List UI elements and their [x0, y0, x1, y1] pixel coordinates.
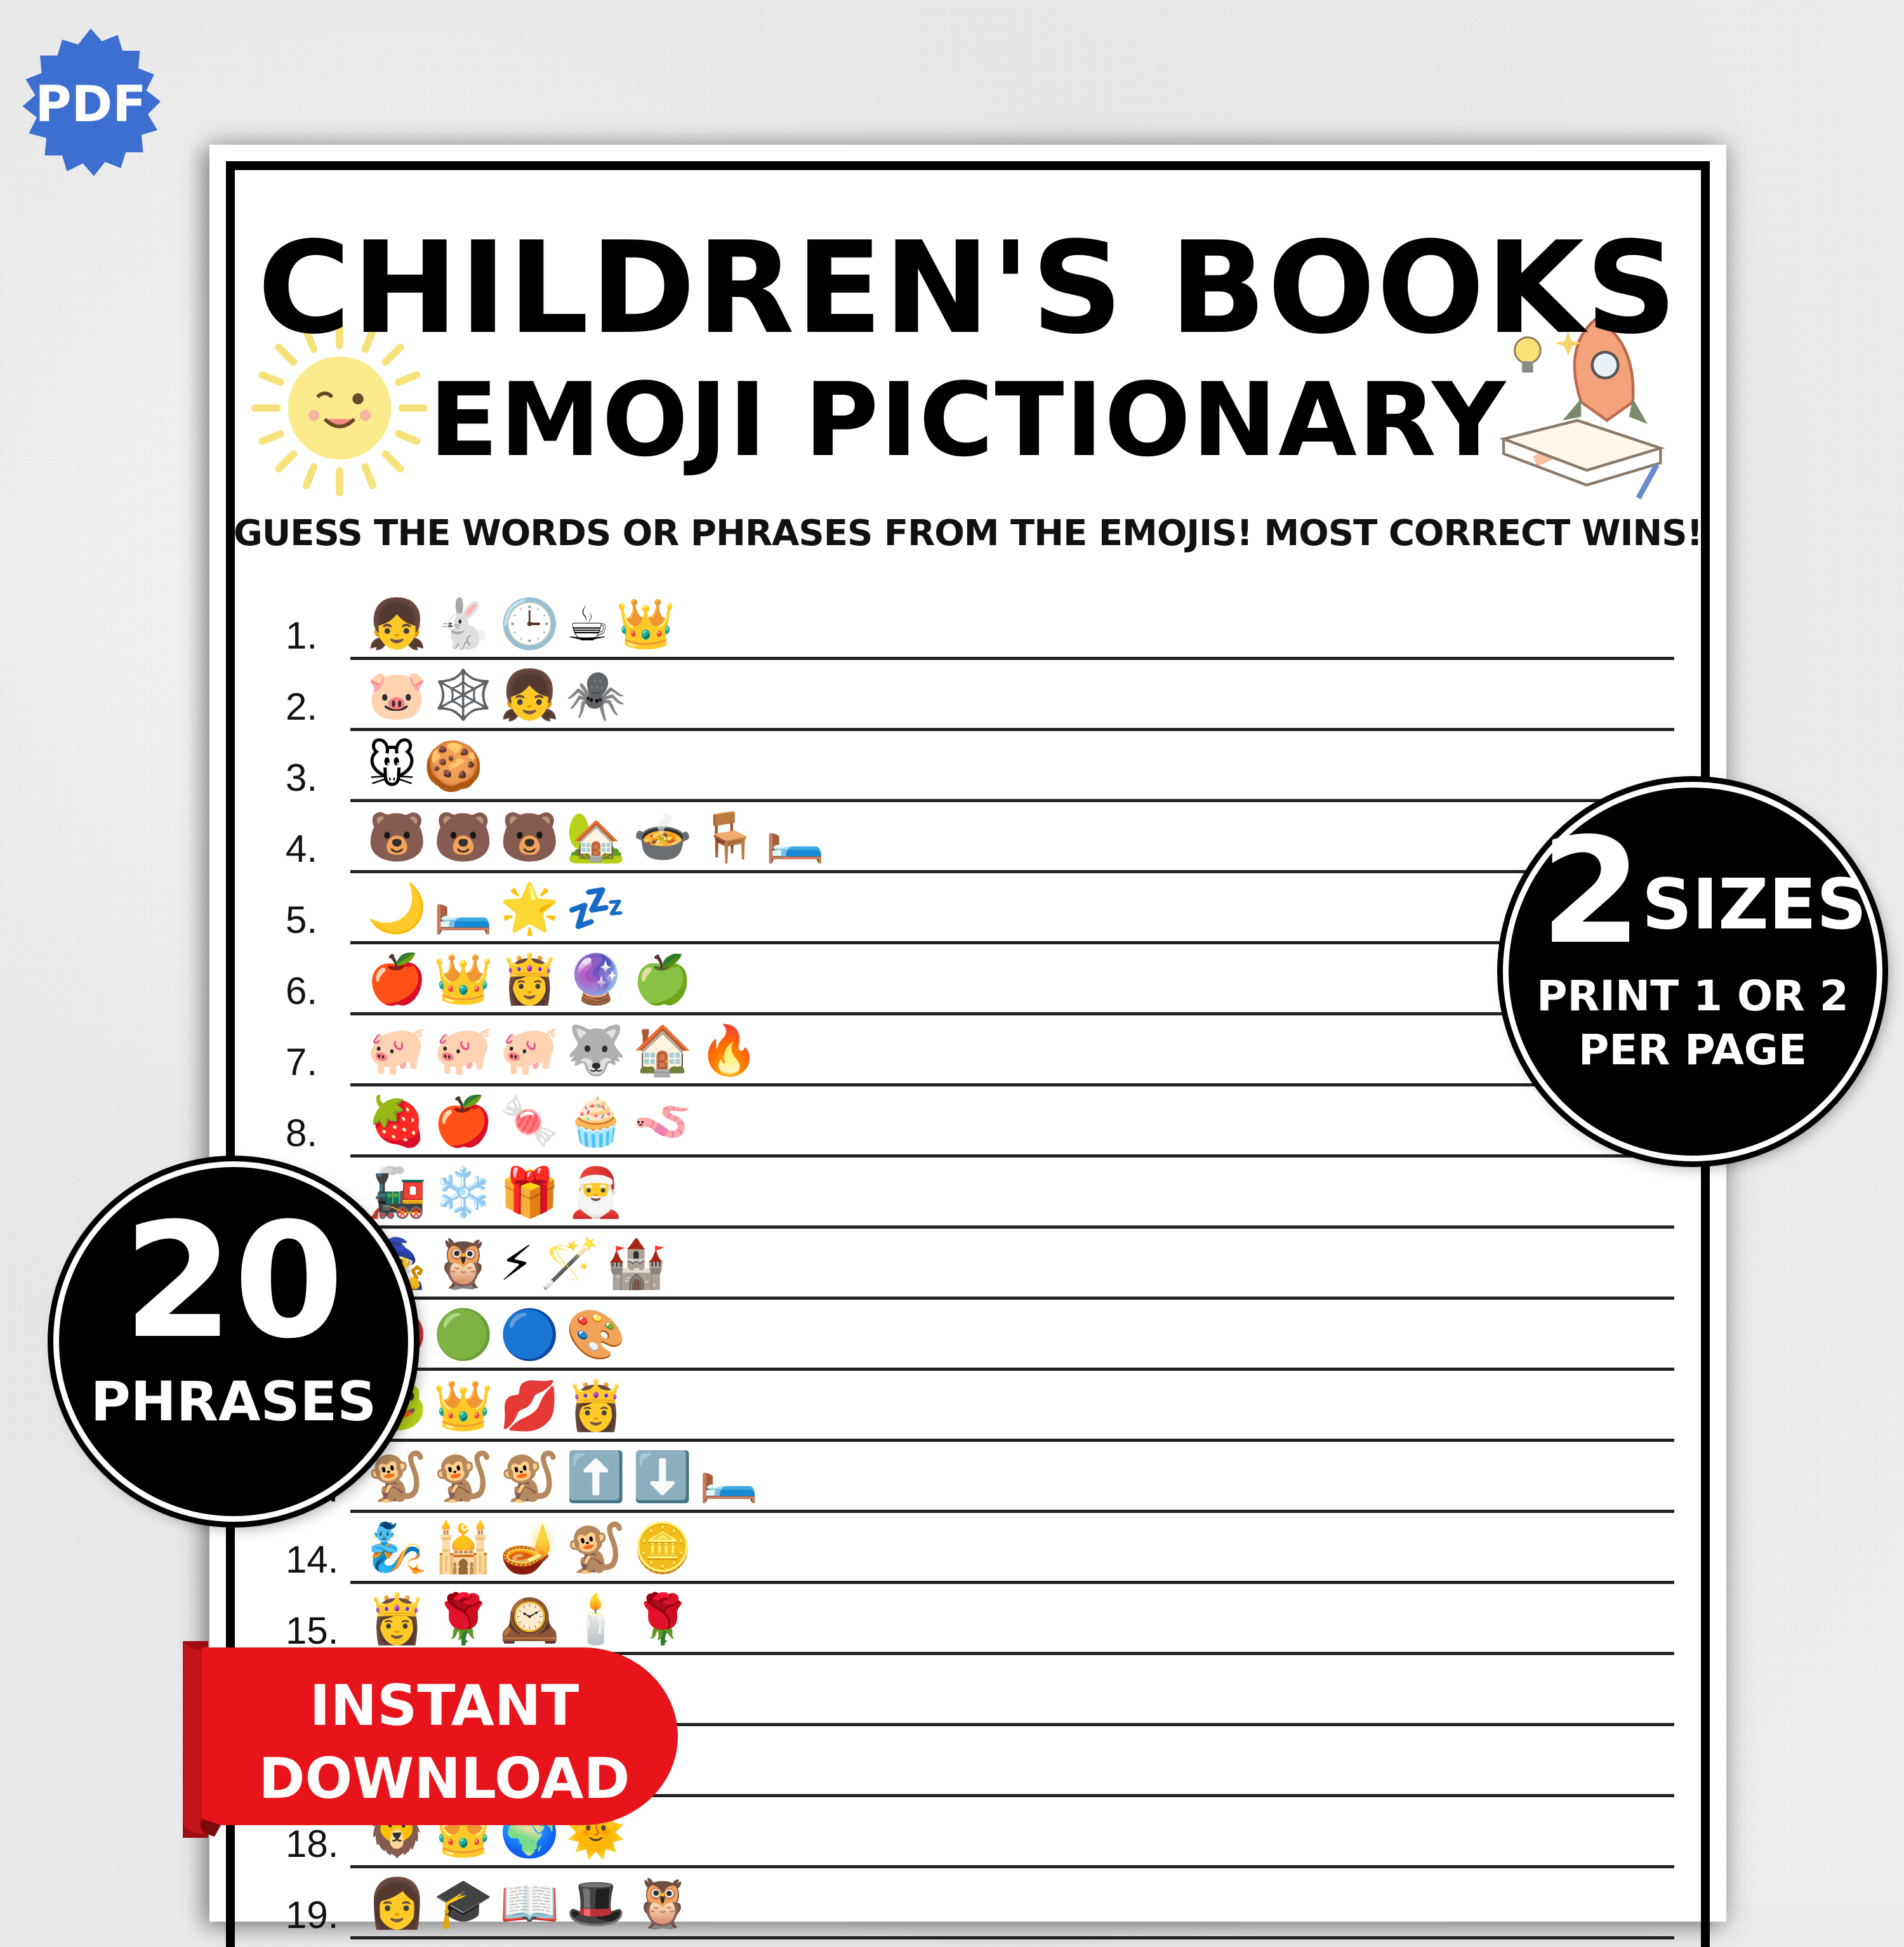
- emoji-clue: 🐖🐖🐖🐺🏠🔥: [367, 1022, 765, 1078]
- emoji-clue: 🐭🍪: [367, 737, 490, 794]
- answer-line[interactable]: [350, 799, 1674, 802]
- phrases-badge: 20 PHRASES: [53, 1161, 414, 1522]
- emoji-clue: 🐸👑💋👸: [367, 1377, 633, 1434]
- ribbon-text: INSTANT DOWNLOAD: [254, 1669, 635, 1815]
- emoji-clue: 👸🌹🕰️🕯️🌹: [367, 1590, 699, 1647]
- answer-line[interactable]: [350, 1297, 1674, 1300]
- answer-line[interactable]: [350, 941, 1674, 944]
- answer-row: 14. 🧞🕌🪔🐒🪙: [209, 1513, 1726, 1584]
- answer-row: 4. 🐻🐻🐻🏡🍲🪑🛏️: [209, 802, 1726, 873]
- emoji-clue: 🐒🐒🐒⬆️⬇️🛏️: [367, 1448, 765, 1505]
- answer-line[interactable]: [350, 1652, 1674, 1655]
- row-number: 3.: [286, 756, 318, 799]
- answer-row: 🐸👑💋👸: [209, 1371, 1726, 1442]
- emoji-clue: 🧞🕌🪔🐒🪙: [367, 1519, 699, 1576]
- row-number: 6.: [286, 970, 318, 1012]
- answer-line[interactable]: [350, 1936, 1674, 1939]
- row-number: 15.: [286, 1609, 339, 1652]
- phrases-badge-word: PHRASES: [90, 1370, 377, 1434]
- answer-row: 6. 🍎👑👸🔮🍏: [209, 944, 1726, 1015]
- instant-download-ribbon: [183, 1641, 678, 1838]
- answer-row: 5. 🌙🛏️🌟💤: [209, 873, 1726, 944]
- answer-line[interactable]: [350, 1581, 1674, 1584]
- answer-line[interactable]: [350, 1439, 1674, 1442]
- row-number: 8.: [286, 1112, 318, 1154]
- sizes-badge-line1: PRINT 1 OR 2: [1537, 972, 1849, 1020]
- sizes-badge-line2: PER PAGE: [1578, 1026, 1807, 1074]
- instructions: GUESS THE WORDS OR PHRASES FROM THE EMOJ…: [233, 513, 1703, 554]
- row-number: 14.: [286, 1538, 339, 1581]
- row-number: 19.: [286, 1894, 339, 1936]
- phrases-badge-number: 20: [123, 1189, 344, 1373]
- answer-line[interactable]: [350, 657, 1674, 660]
- answer-row: 🔴🟢🔵🎨: [209, 1300, 1726, 1371]
- row-number: 4.: [286, 828, 318, 870]
- answer-row: 2. 🐷🕸️👧🕷️: [209, 660, 1726, 731]
- answer-row: [209, 1726, 1726, 1797]
- answer-line[interactable]: [350, 1510, 1674, 1513]
- emoji-clue: 🐷🕸️👧🕷️: [367, 666, 633, 723]
- sun-icon: [251, 319, 428, 497]
- answer-row: 8. 🍓🍎🍬🧁🪱: [209, 1086, 1726, 1158]
- answer-row: 19. 👩🎓📖🎩🦉: [209, 1868, 1726, 1939]
- answer-row: 3. 🐭🍪: [209, 731, 1726, 802]
- row-number: 1.: [286, 614, 318, 657]
- emoji-clue: 👩🎓📖🎩🦉: [367, 1875, 699, 1931]
- answer-row: 7. 🐖🐖🐖🐺🏠🔥: [209, 1015, 1726, 1086]
- answer-line[interactable]: [350, 870, 1674, 873]
- answer-row: 15. 👸🌹🕰️🕯️🌹: [209, 1584, 1726, 1655]
- rocket-book-icon: [1498, 317, 1665, 499]
- answer-line[interactable]: [350, 1794, 1674, 1797]
- emoji-clue: 🌙🛏️🌟💤: [367, 880, 633, 936]
- page-title-line2: EMOJI PICTIONARY: [428, 360, 1507, 479]
- emoji-clue: 🍓🍎🍬🧁🪱: [367, 1093, 699, 1149]
- row-number: 18.: [286, 1823, 339, 1865]
- answer-line[interactable]: [350, 1368, 1674, 1371]
- sizes-badge-number: 2: [1540, 807, 1643, 977]
- answer-line[interactable]: [350, 1154, 1674, 1158]
- pdf-label: PDF: [35, 76, 147, 133]
- row-number: 2.: [286, 685, 318, 728]
- emoji-clue: 🍎👑👸🔮🍏: [367, 951, 699, 1007]
- answer-row: 13.🐒🐒🐒⬆️⬇️🛏️: [209, 1442, 1726, 1513]
- row-number: 7.: [286, 1041, 318, 1083]
- sizes-badge: 2 SIZES PRINT 1 OR 2 PER PAGE: [1503, 782, 1882, 1161]
- emoji-clue: 🐻🐻🐻🏡🍲🪑🛏️: [367, 808, 832, 865]
- emoji-clue: 👧🐇🕒☕👑: [367, 595, 682, 652]
- answer-line[interactable]: [350, 1083, 1674, 1086]
- emoji-clue: 🚂❄️🎁🎅: [367, 1164, 633, 1220]
- sizes-badge-word: SIZES: [1642, 864, 1867, 945]
- answer-row: 🚂❄️🎁🎅: [209, 1158, 1726, 1229]
- ribbon-line1: INSTANT: [309, 1673, 579, 1738]
- answer-line[interactable]: [350, 1225, 1674, 1229]
- row-number: 5.: [286, 899, 318, 941]
- pdf-seal-icon: [22, 29, 161, 176]
- answer-line[interactable]: [350, 1723, 1674, 1726]
- answer-row: 🧙🦉⚡🪄🏰: [209, 1229, 1726, 1300]
- answer-row: [209, 1655, 1726, 1726]
- answer-line[interactable]: [350, 1012, 1674, 1015]
- answer-line[interactable]: [350, 1865, 1674, 1868]
- emoji-clue: 🧙🦉⚡🪄🏰: [367, 1235, 673, 1291]
- page-title-line1: CHILDREN'S BOOKS: [257, 214, 1679, 362]
- answer-line[interactable]: [350, 728, 1674, 731]
- answer-row: 1. 👧🐇🕒☕👑: [209, 589, 1726, 660]
- ribbon-line2: DOWNLOAD: [258, 1746, 630, 1811]
